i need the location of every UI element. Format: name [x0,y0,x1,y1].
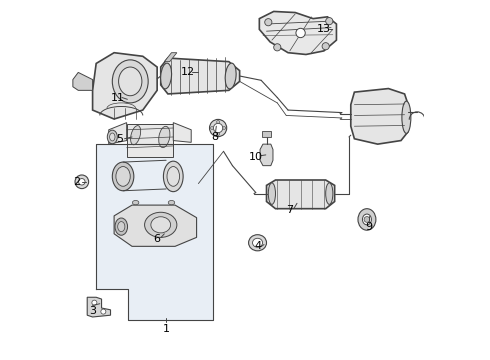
Circle shape [92,300,97,305]
Polygon shape [351,89,408,144]
Circle shape [322,42,329,50]
Ellipse shape [78,179,85,185]
Text: 6: 6 [154,234,161,244]
Circle shape [265,19,272,26]
Polygon shape [161,58,240,94]
Text: 7: 7 [286,206,294,216]
Text: 5: 5 [116,134,123,144]
Polygon shape [267,180,335,209]
Circle shape [296,28,305,38]
Circle shape [211,127,214,130]
Ellipse shape [145,212,177,237]
Polygon shape [114,205,196,246]
Ellipse shape [132,201,139,205]
Circle shape [217,121,220,123]
Ellipse shape [248,235,267,251]
Circle shape [223,127,225,130]
Ellipse shape [363,214,371,225]
Polygon shape [164,53,177,62]
Ellipse shape [116,167,130,186]
Polygon shape [260,144,273,166]
Polygon shape [259,12,337,54]
Ellipse shape [225,63,236,89]
Text: 2: 2 [74,177,81,187]
Ellipse shape [112,60,148,103]
Ellipse shape [151,217,171,233]
Text: 3: 3 [89,306,96,316]
Text: 8: 8 [211,132,218,142]
Ellipse shape [358,209,376,230]
Polygon shape [73,72,93,90]
Ellipse shape [112,162,134,191]
Ellipse shape [269,183,275,204]
Ellipse shape [118,222,125,231]
Ellipse shape [168,201,175,205]
Ellipse shape [402,101,411,134]
Ellipse shape [164,161,183,192]
Text: 13: 13 [317,24,331,35]
Ellipse shape [75,175,89,189]
Bar [262,131,271,137]
Ellipse shape [115,218,127,235]
Polygon shape [109,123,126,144]
Ellipse shape [131,126,141,145]
Polygon shape [93,53,157,119]
Text: 1: 1 [163,324,170,334]
Text: 10: 10 [249,152,263,162]
Ellipse shape [119,67,142,96]
Polygon shape [96,144,213,320]
Text: 12: 12 [180,67,195,77]
Ellipse shape [161,63,171,89]
Ellipse shape [159,126,170,148]
Bar [126,125,173,157]
Circle shape [326,18,333,25]
Polygon shape [173,123,191,142]
Circle shape [101,309,106,314]
Ellipse shape [252,238,263,247]
Circle shape [364,217,370,222]
Text: 4: 4 [254,241,261,251]
Ellipse shape [214,123,223,133]
Ellipse shape [167,167,179,186]
Ellipse shape [210,120,227,136]
Polygon shape [87,297,111,317]
Ellipse shape [326,183,333,204]
Circle shape [217,133,220,135]
Circle shape [274,44,281,51]
Ellipse shape [110,133,115,141]
Text: 9: 9 [365,222,372,231]
Text: 11: 11 [111,93,124,103]
Ellipse shape [107,130,117,144]
